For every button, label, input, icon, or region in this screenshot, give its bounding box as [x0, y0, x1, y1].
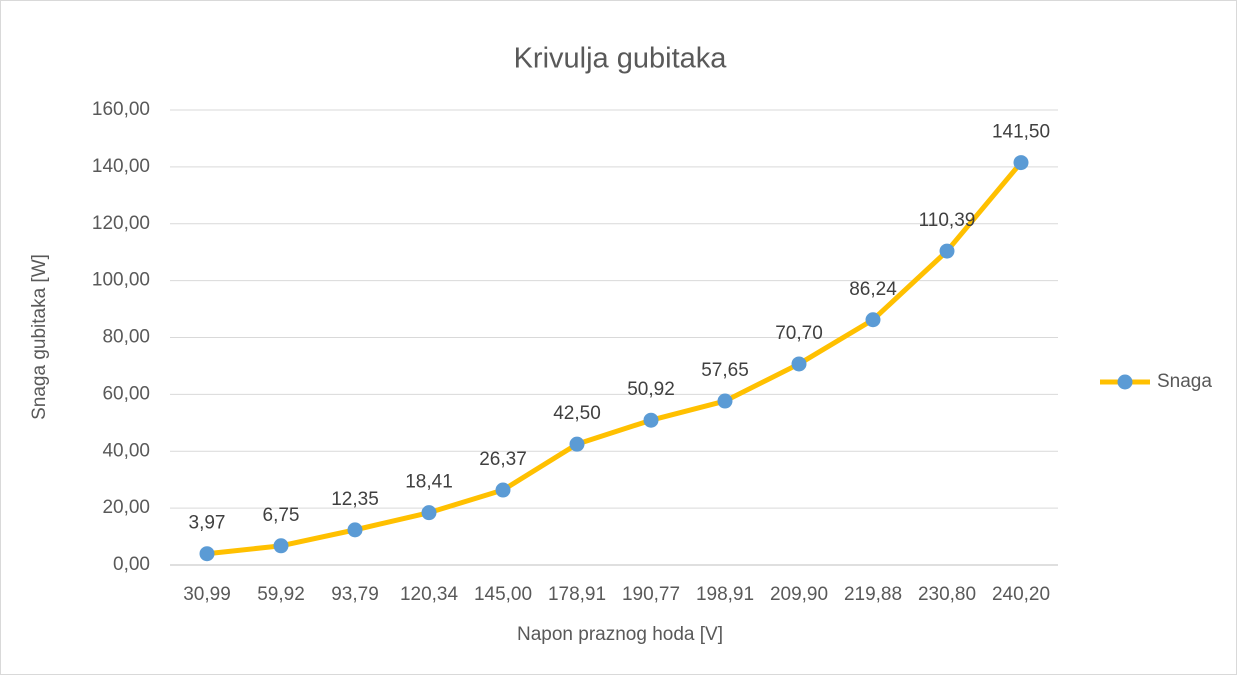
data-label: 3,97	[189, 513, 226, 534]
x-tick-label: 30,99	[183, 584, 231, 605]
x-tick-label: 240,20	[992, 584, 1050, 605]
y-tick-label: 0,00	[113, 554, 150, 575]
marker	[421, 505, 437, 521]
y-axis-label: Snaga gubitaka [W]	[29, 254, 50, 420]
marker	[865, 312, 881, 328]
data-label: 26,37	[479, 449, 527, 470]
marker	[717, 393, 733, 409]
marker	[495, 482, 511, 498]
marker	[347, 522, 363, 538]
marker	[569, 436, 585, 452]
x-tick-label: 120,34	[400, 584, 459, 605]
data-label: 12,35	[331, 489, 379, 510]
data-label: 57,65	[701, 360, 749, 381]
y-tick-label: 80,00	[102, 327, 150, 348]
marker	[643, 412, 659, 428]
chart-title: Krivulja gubitaka	[514, 43, 728, 75]
x-tick-label: 190,77	[622, 584, 680, 605]
marker	[1013, 155, 1029, 171]
data-label: 50,92	[627, 379, 675, 400]
data-label: 141,50	[992, 122, 1050, 143]
x-tick-label: 178,91	[548, 584, 606, 605]
marker	[939, 243, 955, 259]
x-tick-label: 209,90	[770, 584, 828, 605]
data-label: 6,75	[263, 505, 300, 526]
legend-marker	[1117, 374, 1133, 390]
y-tick-label: 20,00	[102, 497, 150, 518]
series-line	[204, 160, 1024, 557]
data-label: 18,41	[405, 472, 453, 493]
x-tick-label: 219,88	[844, 584, 902, 605]
x-tick-label: 59,92	[257, 584, 305, 605]
y-tick-label: 140,00	[92, 156, 150, 177]
y-tick-label: 160,00	[92, 99, 150, 120]
marker	[199, 546, 215, 562]
y-tick-label: 100,00	[92, 270, 150, 291]
x-tick-label: 198,91	[696, 584, 754, 605]
y-tick-label: 40,00	[102, 440, 150, 461]
data-label: 110,39	[919, 210, 976, 231]
y-tick-label: 60,00	[102, 383, 150, 404]
marker	[791, 356, 807, 372]
legend-label: Snaga	[1157, 371, 1212, 392]
x-axis-label: Napon praznog hoda [V]	[517, 624, 723, 645]
y-tick-label: 120,00	[92, 213, 150, 234]
x-tick-label: 145,00	[474, 584, 532, 605]
data-label: 86,24	[849, 279, 897, 300]
x-tick-label: 230,80	[918, 584, 976, 605]
marker	[273, 538, 289, 554]
data-label: 70,70	[775, 323, 823, 344]
x-tick-label: 93,79	[331, 584, 379, 605]
data-label: 42,50	[553, 403, 601, 424]
